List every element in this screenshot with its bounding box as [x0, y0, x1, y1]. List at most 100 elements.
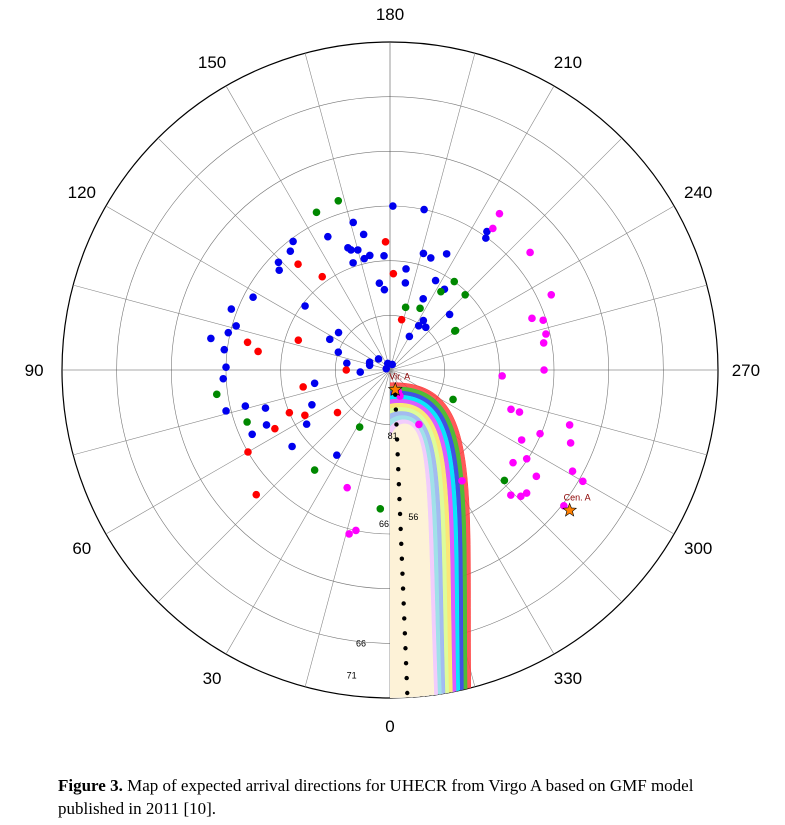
data-point: [566, 439, 575, 447]
angle-tick-label: 0: [385, 717, 394, 736]
data-point: [522, 489, 531, 497]
angle-tick-label: 300: [684, 539, 712, 558]
data-point: [243, 418, 251, 426]
angle-tick-label: 240: [684, 183, 712, 202]
track-point: [396, 467, 401, 472]
grid-spoke: [105, 205, 391, 371]
data-point: [355, 423, 364, 431]
data-point: [344, 244, 352, 252]
data-point: [405, 332, 414, 341]
data-point: [389, 269, 398, 278]
data-point: [540, 366, 548, 374]
source-markers: Vir. A Cen. A: [387, 372, 591, 517]
data-point: [302, 420, 311, 428]
data-point: [261, 404, 270, 412]
track-point: [401, 601, 406, 606]
data-point: [542, 330, 550, 338]
data-point: [342, 366, 351, 374]
data-point: [461, 290, 470, 299]
track-annotation: 71: [347, 671, 357, 681]
data-point: [380, 252, 388, 260]
data-point: [356, 368, 365, 376]
angle-tick-label: 180: [376, 5, 404, 24]
data-point: [489, 224, 497, 233]
data-point: [232, 322, 240, 330]
data-point: [526, 248, 534, 257]
track-annotation: 81: [388, 431, 398, 441]
data-point: [334, 197, 343, 205]
data-point: [482, 234, 490, 242]
track-annotation: 56: [408, 512, 418, 522]
data-point: [402, 265, 410, 273]
figure-caption: Figure 3. Map of expected arrival direct…: [58, 774, 758, 820]
source-star-marker: [387, 381, 403, 396]
data-point: [286, 247, 295, 256]
data-point: [354, 246, 362, 254]
track-point: [399, 556, 405, 561]
data-point: [207, 334, 215, 343]
source-marker-label: Vir. A: [389, 372, 410, 382]
angle-tick-label: 270: [732, 361, 760, 380]
data-point: [325, 335, 334, 344]
data-point: [431, 276, 440, 285]
data-point: [420, 205, 428, 214]
exposure-contours: [390, 382, 472, 698]
track-annotation: 66: [356, 639, 366, 649]
contour-band: [390, 423, 435, 698]
polar-chart: 0 30 60 90 120 150 180 210 240 270 300 330 81 66 56 66…: [25, 5, 760, 736]
data-point: [308, 400, 316, 409]
data-point: [241, 402, 250, 410]
data-point: [222, 363, 230, 371]
data-point: [568, 467, 577, 475]
angle-tick-label: 330: [554, 669, 582, 688]
data-point: [442, 250, 451, 258]
track-point: [403, 660, 409, 666]
data-point: [419, 316, 428, 325]
track-point: [393, 407, 399, 412]
data-point: [262, 421, 271, 429]
grid-spoke: [389, 369, 707, 456]
data-point: [248, 430, 256, 439]
data-point: [532, 472, 541, 481]
data-point: [421, 323, 430, 332]
grid-spoke: [389, 137, 623, 371]
data-point: [565, 421, 574, 429]
data-point: [227, 305, 236, 313]
data-point: [212, 390, 221, 399]
data-point: [539, 316, 547, 325]
data-point: [375, 279, 384, 287]
grid-spoke: [304, 53, 391, 371]
data-point: [437, 287, 445, 296]
data-point: [249, 293, 257, 302]
data-point: [419, 249, 428, 258]
data-point: [374, 355, 383, 363]
track-annotation: 66: [379, 519, 389, 529]
data-point: [294, 336, 303, 345]
data-point: [539, 339, 548, 347]
data-point: [318, 272, 327, 281]
track-point: [400, 586, 406, 591]
track-point: [394, 422, 399, 427]
caption-text: Map of expected arrival directions for U…: [58, 776, 694, 818]
data-point: [419, 295, 427, 303]
data-point: [495, 209, 504, 218]
data-point: [389, 202, 397, 210]
data-point: [349, 218, 358, 227]
data-point: [509, 458, 517, 467]
data-point: [301, 411, 309, 420]
data-point: [220, 345, 229, 354]
contour-region: [390, 382, 472, 698]
data-point: [365, 358, 374, 366]
source-star-marker: [562, 502, 578, 517]
angle-tick-label: 90: [25, 361, 44, 380]
data-point: [254, 347, 262, 356]
data-point: [376, 505, 385, 513]
virgo-deflection-track: [393, 392, 410, 696]
data-point: [359, 230, 368, 239]
data-point: [449, 395, 457, 404]
grid-spoke: [304, 369, 391, 687]
data-point: [219, 374, 228, 383]
data-point: [388, 360, 397, 369]
data-point: [345, 530, 353, 538]
data-point: [360, 254, 369, 263]
